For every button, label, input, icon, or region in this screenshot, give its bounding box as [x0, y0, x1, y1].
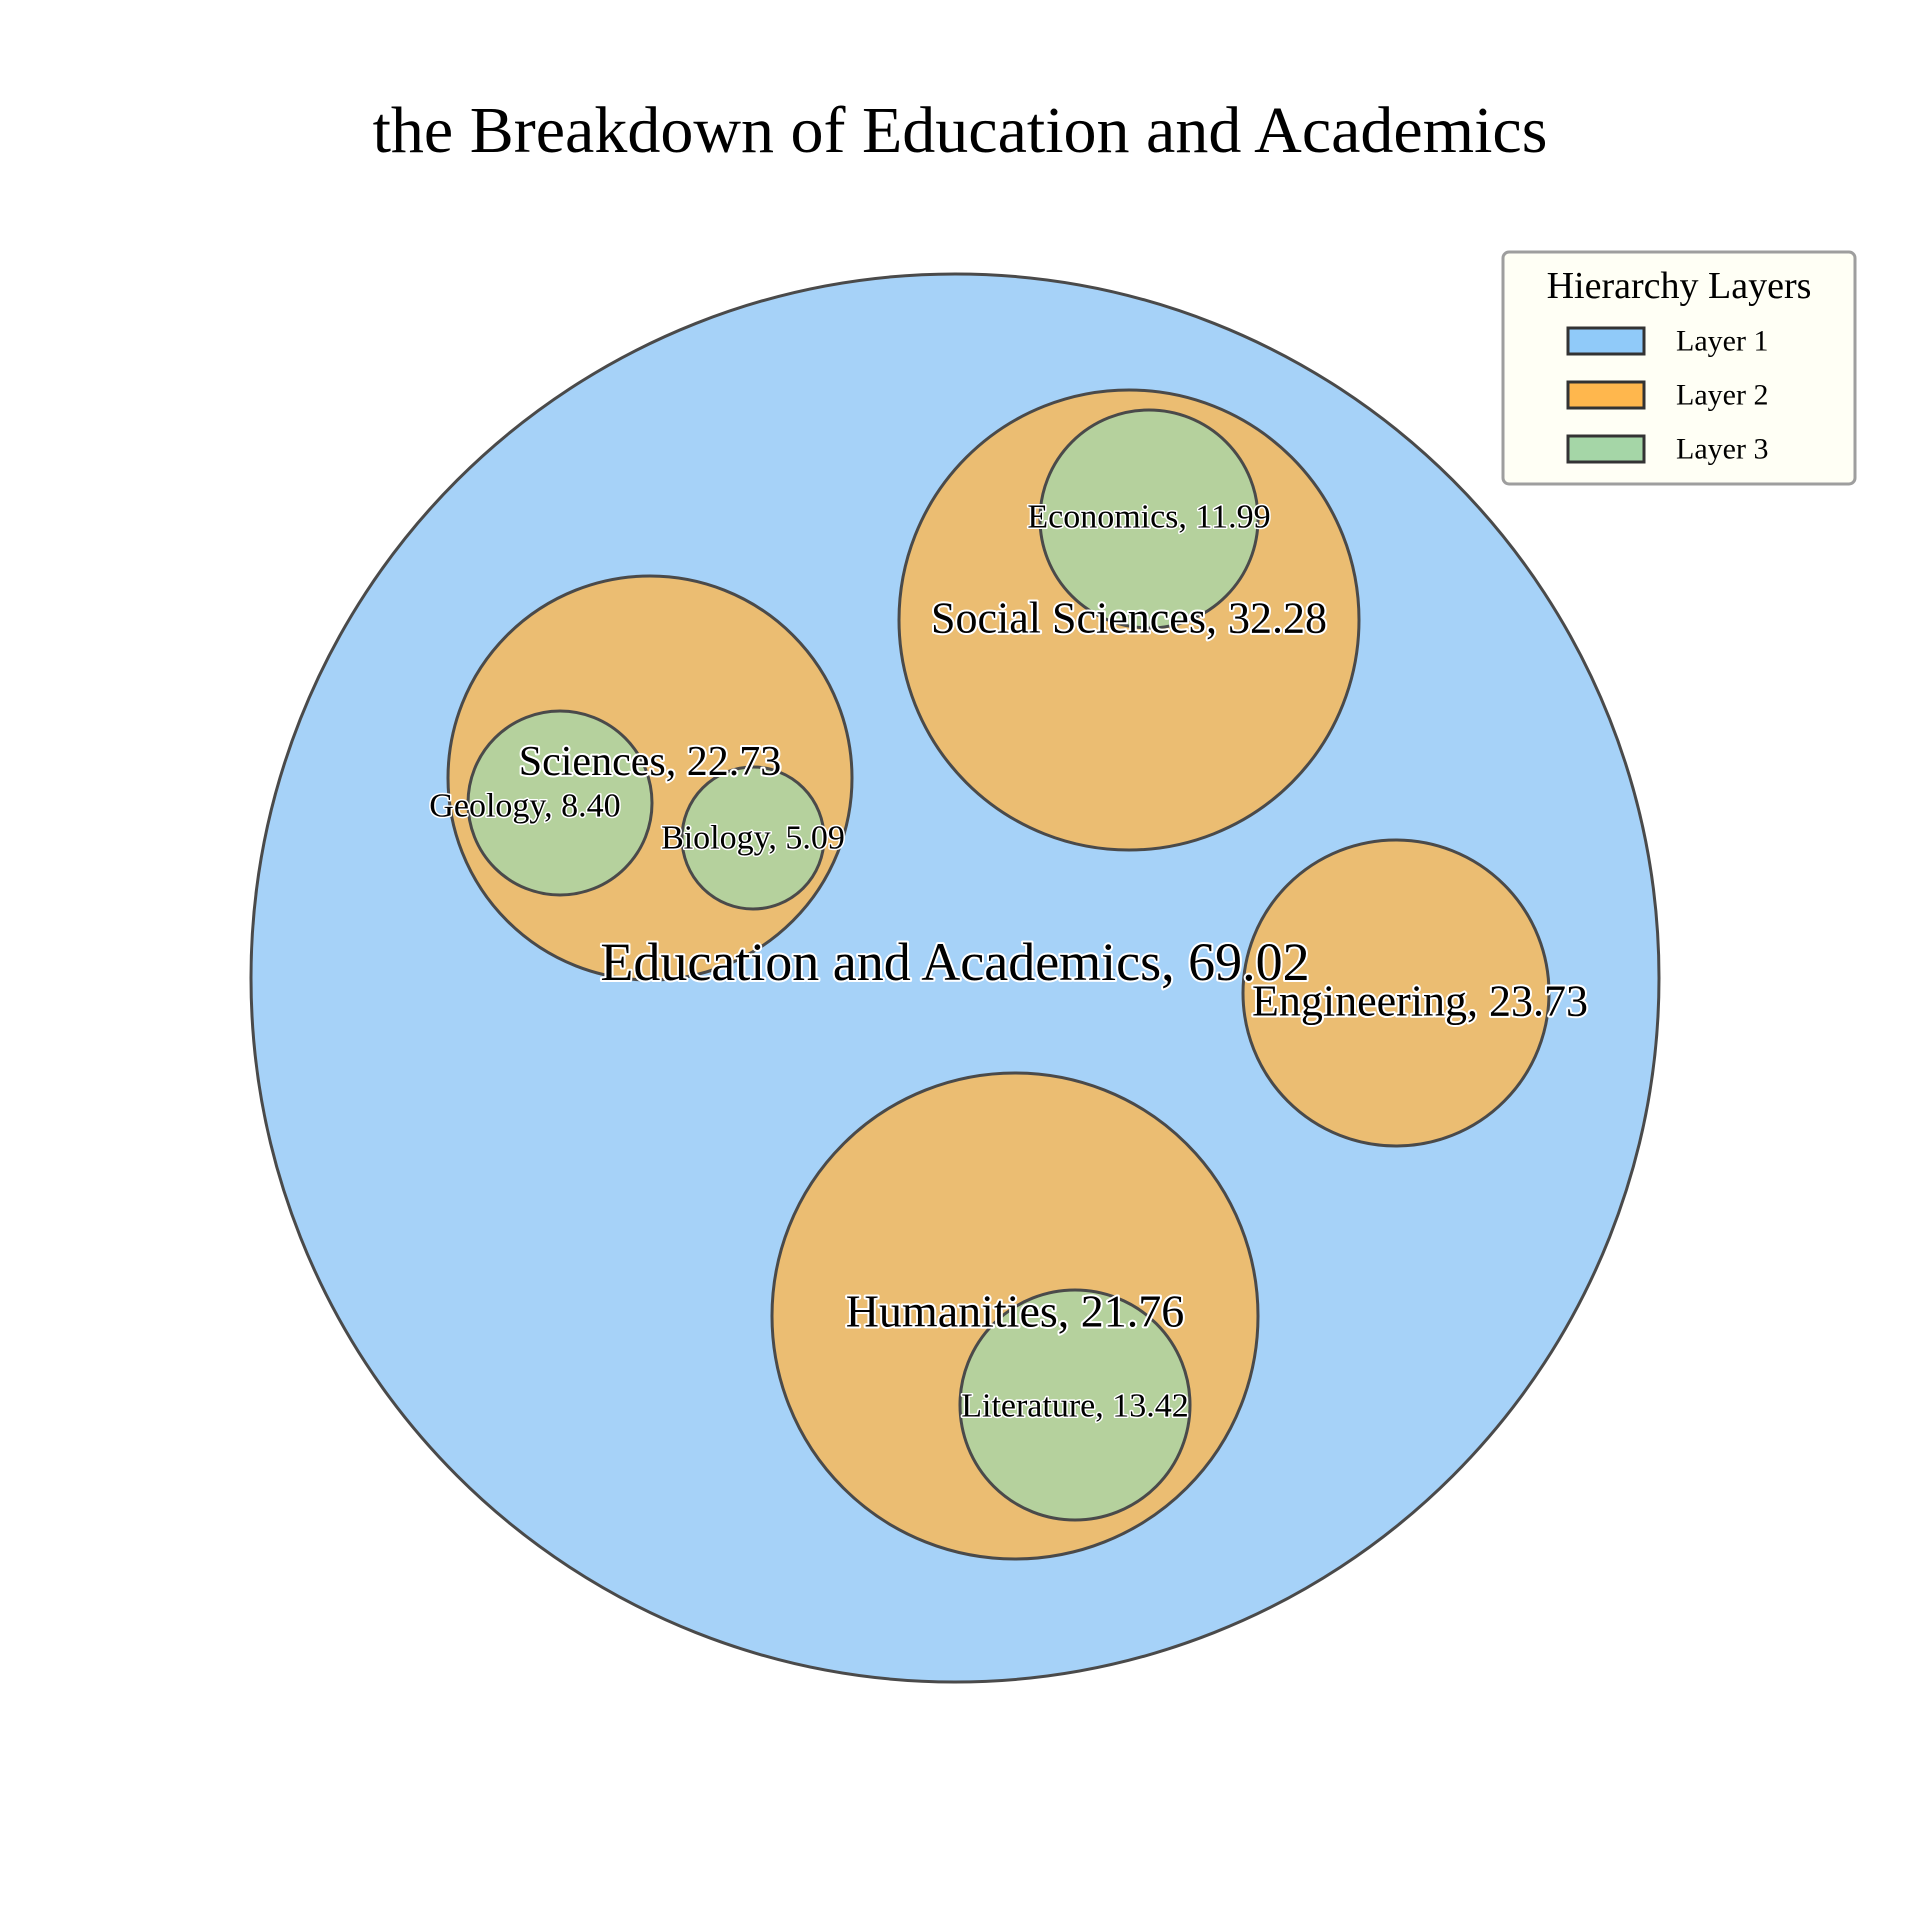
legend-items: Layer 1 Layer 2 Layer 3 — [1566, 325, 1768, 466]
legend-box — [1501, 250, 1857, 486]
legend-label-layer-1: Layer 1 — [1676, 325, 1768, 358]
label-geology: Geology, 8.40 — [429, 788, 620, 825]
chart-title: the Breakdown of Education and Academics — [373, 94, 1548, 167]
bubble-economics — [1038, 408, 1260, 630]
label-engineering: Engineering, 23.73 — [1252, 977, 1588, 1026]
label-biology: Biology, 5.09 — [661, 820, 845, 857]
legend-swatch-layer-2 — [1566, 380, 1646, 410]
bubble-biology — [680, 765, 826, 911]
legend: Hierarchy Layers Layer 1 Layer 2 Layer 3 — [1501, 250, 1857, 486]
bubble-literature — [958, 1288, 1192, 1522]
labels-group: Education and Academics, 69.02 Sciences, … — [428, 497, 1590, 1426]
bubble-geology — [466, 709, 654, 897]
legend-title: Hierarchy Layers — [1547, 265, 1812, 307]
bubble-engineering — [1241, 838, 1551, 1148]
label-root: Education and Academics, 69.02 — [600, 932, 1309, 992]
label-social: Social Sciences, 32.28 — [931, 594, 1327, 643]
bubbles-group — [249, 272, 1661, 1684]
legend-label-layer-3: Layer 3 — [1676, 433, 1768, 466]
label-economics: Economics, 11.99 — [1027, 499, 1270, 536]
label-literature: Literature, 13.42 — [961, 1388, 1189, 1425]
label-humanities: Humanities, 21.76 — [846, 1286, 1185, 1337]
legend-swatch-layer-1 — [1566, 326, 1646, 356]
legend-label-layer-2: Layer 2 — [1676, 379, 1768, 412]
label-sciences: Sciences, 22.73 — [519, 739, 781, 785]
legend-swatch-layer-3 — [1566, 434, 1646, 464]
